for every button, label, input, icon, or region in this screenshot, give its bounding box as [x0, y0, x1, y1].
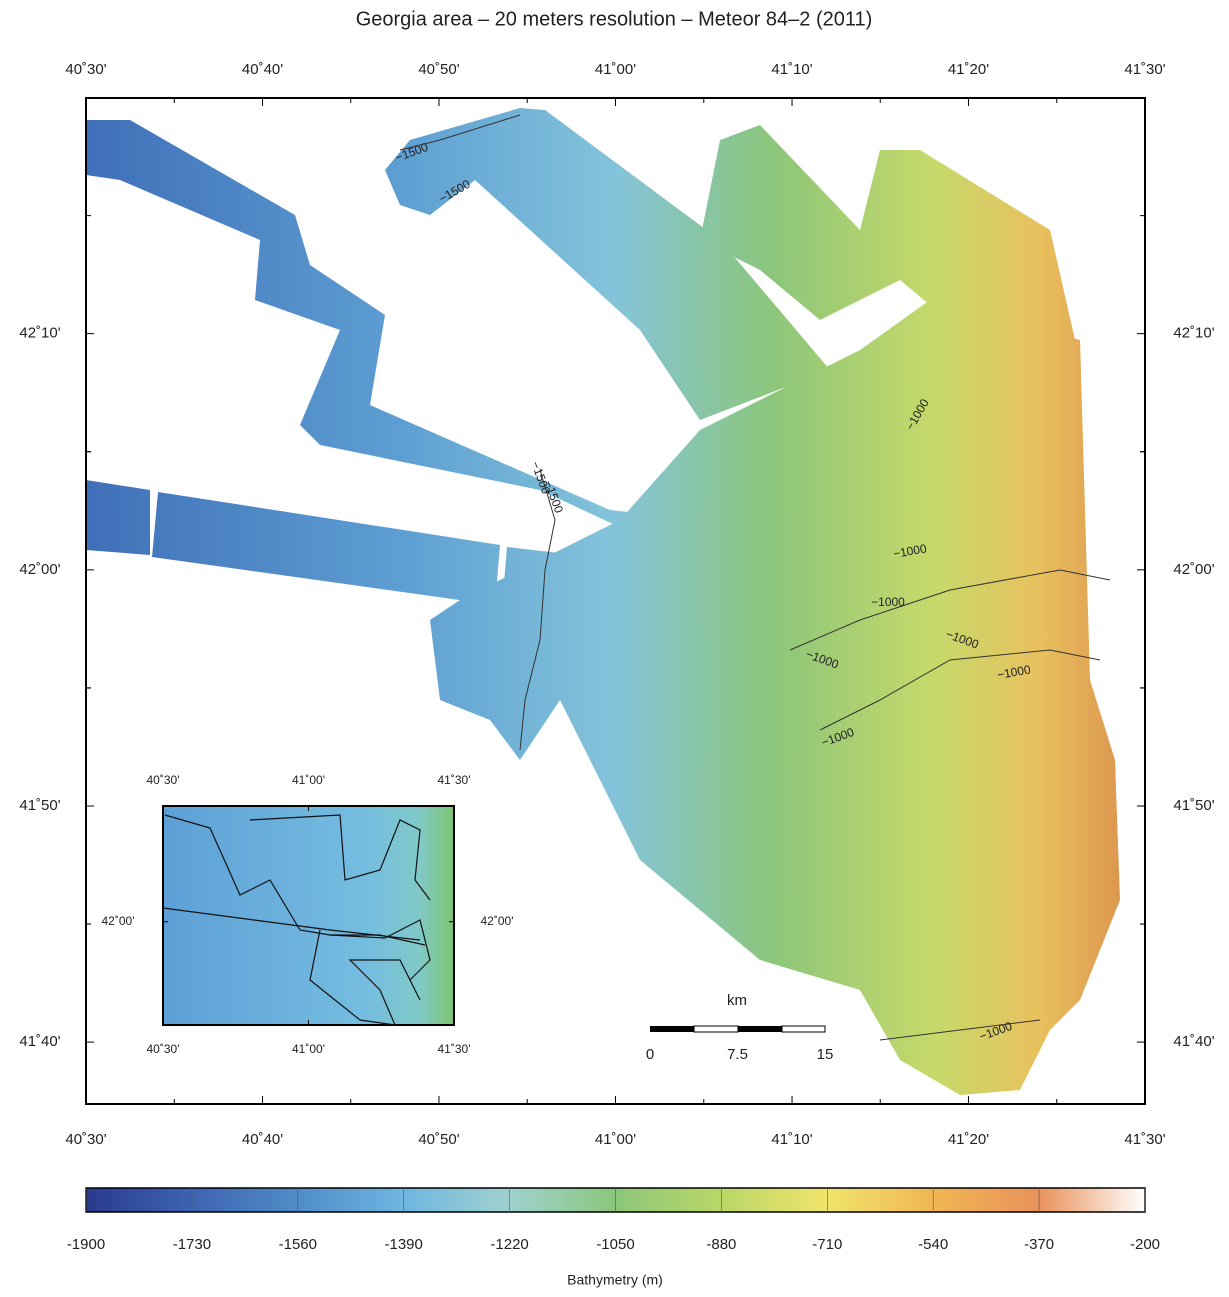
colorbar-tick-label: -1560: [279, 1236, 317, 1253]
x-tick-label: 41˚20': [948, 61, 989, 78]
colorbar-tick-label: -370: [1024, 1236, 1054, 1253]
swath: [86, 480, 150, 555]
scale-unit: km: [727, 992, 747, 1009]
x-tick-label: 40˚40': [242, 1131, 283, 1148]
scale-tick-label: 0: [646, 1046, 654, 1063]
map-figure: Georgia area – 20 meters resolution – Me…: [0, 0, 1229, 1292]
x-tick-label: 41˚30': [1124, 61, 1165, 78]
x-tick-label: 41˚30': [1124, 1131, 1165, 1148]
inset-y-tick-label: 42˚00': [481, 914, 514, 928]
inset-x-tick-label: 41˚00': [292, 773, 325, 787]
scale-tick-label: 7.5: [727, 1046, 748, 1063]
colorbar-tick-label: -1390: [385, 1236, 423, 1253]
x-tick-label: 41˚10': [771, 1131, 812, 1148]
colorbar-tick-label: -200: [1130, 1236, 1160, 1253]
scale-segment: [694, 1026, 738, 1032]
colorbar-tick-label: -710: [812, 1236, 842, 1253]
inset-y-tick-label: 42˚00': [102, 914, 135, 928]
y-tick-label: 41˚50': [1173, 797, 1214, 814]
inset-x-tick-label: 40˚30': [147, 773, 180, 787]
contour-label: −1000: [871, 595, 905, 609]
y-tick-label: 42˚10': [19, 325, 60, 342]
x-tick-label: 40˚50': [418, 61, 459, 78]
x-tick-label: 41˚20': [948, 1131, 989, 1148]
colorbar-tick-label: -1900: [67, 1236, 105, 1253]
inset-x-tick-label: 41˚30': [438, 1042, 471, 1056]
inset-x-tick-label: 41˚30': [438, 773, 471, 787]
x-tick-label: 41˚00': [595, 61, 636, 78]
x-tick-label: 41˚10': [771, 61, 812, 78]
title: Georgia area – 20 meters resolution – Me…: [356, 8, 873, 30]
scale-tick-label: 15: [817, 1046, 834, 1063]
inset-x-tick-label: 40˚30': [147, 1042, 180, 1056]
x-tick-label: 40˚50': [418, 1131, 459, 1148]
x-tick-label: 40˚30': [65, 1131, 106, 1148]
x-tick-label: 41˚00': [595, 1131, 636, 1148]
scale-segment: [782, 1026, 825, 1032]
colorbar-tick-label: -1220: [490, 1236, 528, 1253]
y-tick-label: 42˚10': [1173, 325, 1214, 342]
page: Georgia area – 20 meters resolution – Me…: [0, 0, 1229, 1292]
y-tick-label: 42˚00': [1173, 561, 1214, 578]
y-tick-label: 42˚00': [19, 561, 60, 578]
colorbar-tick-label: -880: [706, 1236, 736, 1253]
y-tick-label: 41˚40': [19, 1033, 60, 1050]
colorbar-tick-label: -1050: [596, 1236, 634, 1253]
scale-segment: [738, 1026, 782, 1032]
y-tick-label: 41˚50': [19, 797, 60, 814]
inset-frame: [163, 806, 454, 1025]
colorbar-tick-label: -1730: [173, 1236, 211, 1253]
colorbar-tick-label: -540: [918, 1236, 948, 1253]
swath: [152, 492, 500, 605]
scale-segment: [650, 1026, 694, 1032]
y-tick-label: 41˚40': [1173, 1033, 1214, 1050]
scale-bar: km 0 7.5 15: [646, 992, 834, 1063]
inset-x-tick-label: 41˚00': [292, 1042, 325, 1056]
x-tick-label: 40˚40': [242, 61, 283, 78]
inset-map: 40˚30' 40˚30' 41˚00' 41˚00' 41˚30' 41˚30' 42˚0…: [102, 773, 514, 1056]
x-tick-label: 40˚30': [65, 61, 106, 78]
colorbar-label: Bathymetry (m): [567, 1272, 663, 1288]
